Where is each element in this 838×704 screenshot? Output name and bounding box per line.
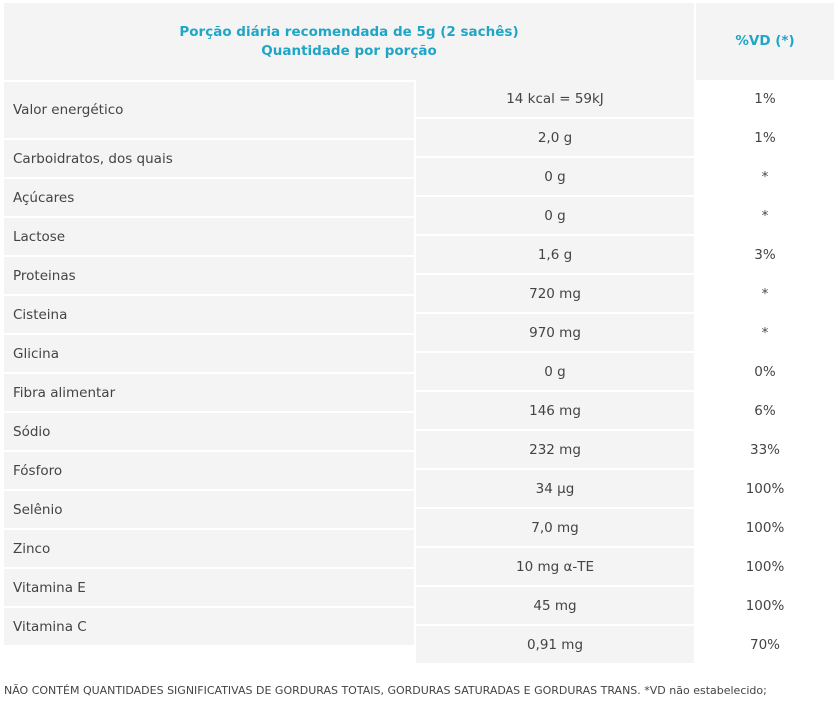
nutrient-name: Vitamina C <box>4 608 414 645</box>
nutrient-amount: 0 g <box>416 353 694 390</box>
nutrient-vd: 6% <box>696 392 834 429</box>
nutrient-vd: 100% <box>696 509 834 546</box>
nutrient-vd: 1% <box>696 80 834 117</box>
nutrient-name: Açúcares <box>4 179 414 216</box>
nutrient-name: Vitamina E <box>4 569 414 606</box>
portion-header-line1: Porção diária recomendada de 5g (2 sachê… <box>179 23 519 40</box>
nutrient-vd: 70% <box>696 626 834 663</box>
nutrient-name: Proteinas <box>4 257 414 294</box>
nutrient-amount: 0,91 mg <box>416 626 694 663</box>
nutrient-amount: 1,6 g <box>416 236 694 273</box>
nutrient-amount: 14 kcal = 59kJ <box>416 80 694 117</box>
nutrient-name: Glicina <box>4 335 414 372</box>
nutrient-name: Fósforo <box>4 452 414 489</box>
vd-header-label: %VD (*) <box>735 33 795 49</box>
nutrient-vd: 3% <box>696 236 834 273</box>
nutrient-vd: 0% <box>696 353 834 390</box>
nutrient-name: Carboidratos, dos quais <box>4 140 414 177</box>
nutrient-amount: 2,0 g <box>416 119 694 156</box>
vd-header: %VD (*) <box>696 3 834 80</box>
portion-header-line2: Quantidade por porção <box>261 42 437 59</box>
nutrient-vd: * <box>696 197 834 234</box>
nutrient-vd: 100% <box>696 587 834 624</box>
nutrient-name: Selênio <box>4 491 414 528</box>
nutrition-table: Porção diária recomendada de 5g (2 sachê… <box>4 3 834 665</box>
nutrient-name-column: Valor energético Carboidratos, dos quais A… <box>4 82 414 665</box>
nutrient-amount: 232 mg <box>416 431 694 468</box>
nutrient-name: Lactose <box>4 218 414 255</box>
nutrient-vd: * <box>696 158 834 195</box>
nutrient-vd: * <box>696 314 834 351</box>
nutrient-vd: 100% <box>696 470 834 507</box>
nutrient-vd: 1% <box>696 119 834 156</box>
vd-column: 1% 1% * * 3% * * 0% 6% 33% 100% 100% 100% 100% 70% <box>696 80 834 665</box>
nutrient-amount: 970 mg <box>416 314 694 351</box>
nutrient-name: Fibra alimentar <box>4 374 414 411</box>
nutrient-amount: 34 µg <box>416 470 694 507</box>
portion-header: Porção diária recomendada de 5g (2 sachê… <box>4 3 694 80</box>
nutrient-vd: * <box>696 275 834 312</box>
nutrient-vd: 100% <box>696 548 834 585</box>
nutrient-name: Valor energético <box>4 82 414 138</box>
nutrient-amount: 7,0 mg <box>416 509 694 546</box>
nutrient-vd: 33% <box>696 431 834 468</box>
nutrient-name: Cisteina <box>4 296 414 333</box>
nutrient-amount: 720 mg <box>416 275 694 312</box>
nutrient-amount: 0 g <box>416 158 694 195</box>
nutrient-name: Zinco <box>4 530 414 567</box>
nutrient-amount: 0 g <box>416 197 694 234</box>
nutrient-amount: 45 mg <box>416 587 694 624</box>
nutrient-amount: 10 mg α-TE <box>416 548 694 585</box>
nutrient-name: Sódio <box>4 413 414 450</box>
footnote: NÃO CONTÉM QUANTIDADES SIGNIFICATIVAS DE… <box>4 684 767 697</box>
nutrient-amount: 146 mg <box>416 392 694 429</box>
